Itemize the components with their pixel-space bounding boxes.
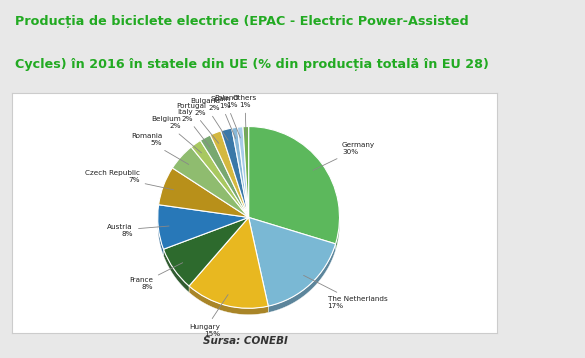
Wedge shape <box>232 127 249 217</box>
Wedge shape <box>238 127 249 217</box>
Wedge shape <box>189 217 269 308</box>
Wedge shape <box>158 205 249 249</box>
Wedge shape <box>210 131 249 217</box>
Text: Romania
5%: Romania 5% <box>131 133 189 164</box>
Text: Czech Republic
7%: Czech Republic 7% <box>85 170 174 190</box>
Polygon shape <box>163 249 189 292</box>
Polygon shape <box>158 219 163 256</box>
Text: Bulgaria
2%: Bulgaria 2% <box>190 98 228 140</box>
Text: France
8%: France 8% <box>129 263 183 290</box>
Wedge shape <box>249 126 339 244</box>
Text: Hungary
15%: Hungary 15% <box>189 295 228 337</box>
Wedge shape <box>191 140 249 217</box>
Text: Poland
1%: Poland 1% <box>214 95 240 138</box>
Text: Germany
30%: Germany 30% <box>313 142 375 170</box>
Wedge shape <box>173 147 249 217</box>
Wedge shape <box>163 217 249 286</box>
Text: Belgium
2%: Belgium 2% <box>151 116 201 153</box>
Wedge shape <box>243 126 249 217</box>
Polygon shape <box>269 244 336 313</box>
Wedge shape <box>200 135 249 217</box>
Text: Portugal
2%: Portugal 2% <box>176 103 219 143</box>
Text: Sursa: CONEBI: Sursa: CONEBI <box>203 336 288 346</box>
Text: Others
1%: Others 1% <box>233 95 257 137</box>
Text: Italy
2%: Italy 2% <box>177 109 210 147</box>
Text: Producția de biciclete electrice (EPAC - Electric Power-Assisted: Producția de biciclete electrice (EPAC -… <box>15 15 469 28</box>
Polygon shape <box>189 286 269 315</box>
Wedge shape <box>159 168 249 217</box>
Wedge shape <box>221 128 249 217</box>
Wedge shape <box>249 217 336 306</box>
Polygon shape <box>336 218 339 250</box>
Text: Cycles) în 2016 în statele din UE (% din producția totală în EU 28): Cycles) în 2016 în statele din UE (% din… <box>15 58 489 71</box>
Text: The Netherlands
17%: The Netherlands 17% <box>304 275 387 309</box>
Text: Spain
1%: Spain 1% <box>211 96 236 139</box>
Text: Austria
8%: Austria 8% <box>108 223 169 237</box>
